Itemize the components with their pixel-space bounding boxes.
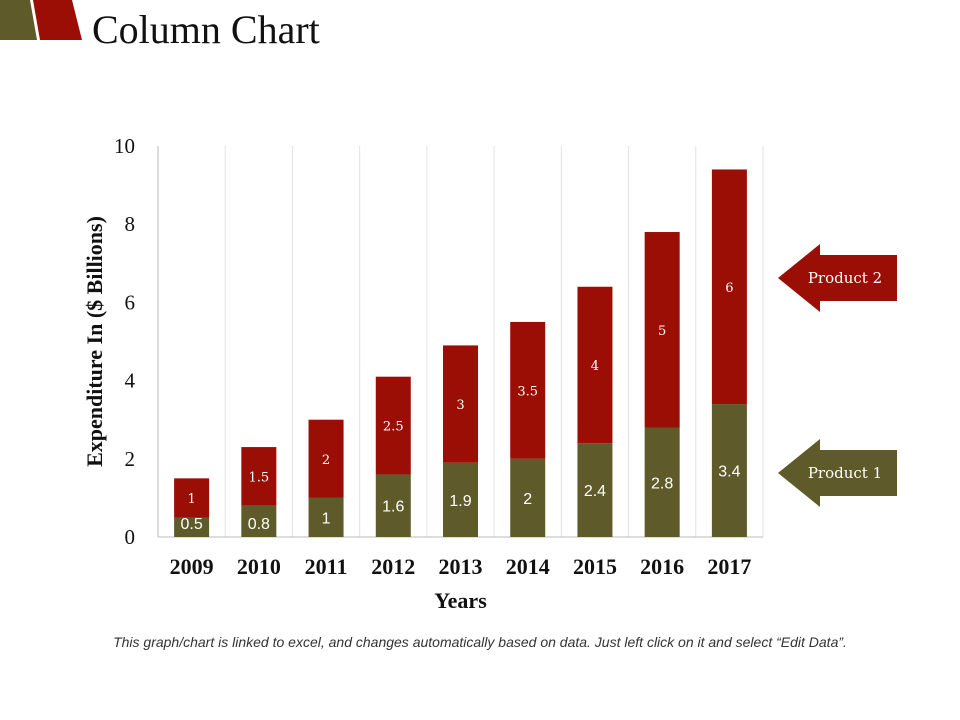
y-tick-label: 4	[125, 369, 136, 393]
x-tick-label: 2014	[506, 554, 550, 579]
decor-red-shape	[33, 0, 82, 40]
bar-product2-2017	[711, 169, 747, 405]
x-axis-title: Years	[434, 588, 487, 613]
data-label: 5	[658, 324, 666, 339]
data-label: 1.9	[449, 493, 471, 510]
data-label: 0.8	[248, 516, 270, 533]
bar-product1-2010	[241, 505, 277, 537]
x-tick-label: 2015	[573, 554, 617, 579]
bar-product1-2015	[577, 443, 613, 537]
x-tick-label: 2013	[439, 554, 483, 579]
page-title: Column Chart	[92, 7, 320, 52]
y-tick-label: 6	[125, 290, 136, 314]
bar-product2-2015	[577, 286, 613, 444]
y-axis-title: Expenditure In ($ Billions)	[82, 216, 107, 467]
data-label: 6	[725, 281, 733, 296]
data-label: 2.4	[584, 483, 606, 500]
data-label: 2.5	[383, 420, 404, 435]
data-label: 2	[322, 453, 330, 468]
y-tick-label: 10	[114, 134, 135, 158]
bar-product1-2009	[174, 517, 210, 537]
data-label: 0.5	[180, 516, 202, 533]
bar-product2-2016	[644, 232, 680, 428]
data-label: 3	[456, 398, 464, 413]
bar-product1-2011	[308, 497, 344, 537]
data-label: 1.6	[382, 499, 404, 516]
x-tick-label: 2012	[371, 554, 415, 579]
x-tick-label: 2009	[170, 554, 214, 579]
data-label: 3.5	[517, 384, 538, 399]
data-label: 1	[322, 510, 331, 527]
x-tick-label: 2011	[305, 554, 348, 579]
legend-arrow-product1	[778, 439, 897, 507]
legend-label: Product 2	[808, 269, 882, 287]
bar-product1-2017	[711, 404, 747, 537]
data-label: 1	[187, 492, 195, 507]
bar-product2-2012	[375, 376, 411, 475]
data-label: 3.4	[718, 464, 740, 481]
bar-product2-2013	[443, 345, 478, 463]
x-tick-label: 2016	[640, 554, 684, 579]
legend-arrow-product2	[778, 244, 897, 312]
bar-product1-2014	[510, 458, 546, 537]
bar-product2-2014	[510, 321, 546, 459]
data-label: 2	[523, 491, 532, 508]
bar-product1-2013	[443, 462, 478, 537]
data-label: 4	[591, 359, 599, 374]
column-chart[interactable]: 0 2 4 6 8 10 2009 2010 2011 2012 2013 2014 2015 2016 2…	[82, 134, 897, 613]
x-tick-label: 2017	[707, 554, 751, 579]
legend-label: Product 1	[808, 464, 882, 482]
bar-product2-2010	[241, 447, 277, 506]
y-tick-label: 8	[125, 212, 136, 236]
data-label: 1.5	[248, 470, 269, 485]
x-tick-label: 2010	[237, 554, 281, 579]
bar-product1-2012	[375, 474, 411, 537]
footer-note: This graph/chart is linked to excel, and…	[113, 634, 847, 650]
data-label: 2.8	[651, 475, 673, 492]
y-tick-label: 2	[125, 447, 136, 471]
bar-product2-2011	[308, 419, 344, 498]
y-tick-label: 0	[125, 525, 136, 549]
decor-olive-shape	[0, 0, 37, 40]
bar-product2-2009	[174, 478, 210, 518]
bar-product1-2016	[644, 427, 680, 537]
